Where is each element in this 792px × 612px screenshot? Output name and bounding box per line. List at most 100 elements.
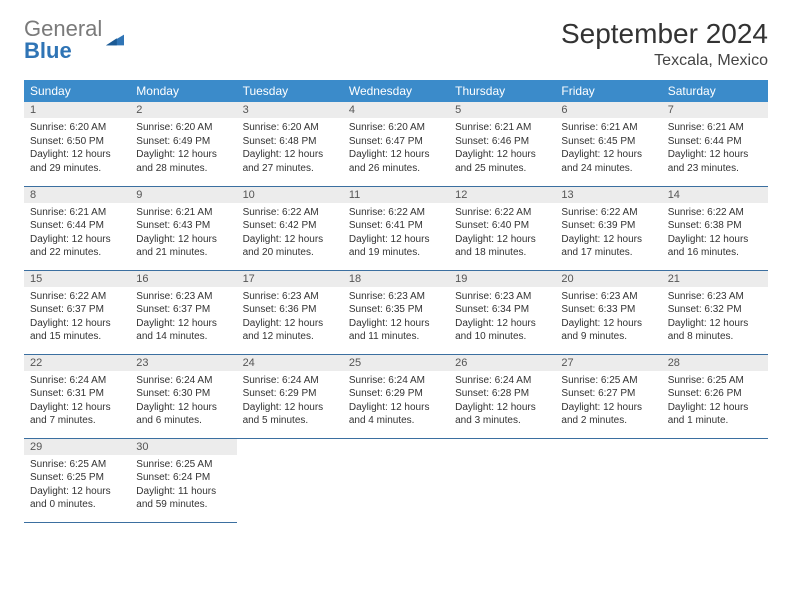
day-details: Sunrise: 6:24 AMSunset: 6:31 PMDaylight:… xyxy=(24,371,130,434)
sunset-text: Sunset: 6:29 PM xyxy=(243,387,337,401)
calendar-cell: 1Sunrise: 6:20 AMSunset: 6:50 PMDaylight… xyxy=(24,102,130,186)
day-details: Sunrise: 6:25 AMSunset: 6:27 PMDaylight:… xyxy=(555,371,661,434)
sunrise-text: Sunrise: 6:23 AM xyxy=(668,290,762,304)
daylight-text: and 59 minutes. xyxy=(136,498,230,512)
calendar-cell: 9Sunrise: 6:21 AMSunset: 6:43 PMDaylight… xyxy=(130,186,236,270)
sunset-text: Sunset: 6:29 PM xyxy=(349,387,443,401)
daylight-text: Daylight: 12 hours xyxy=(668,317,762,331)
day-number: 21 xyxy=(662,271,768,287)
calendar-cell: 21Sunrise: 6:23 AMSunset: 6:32 PMDayligh… xyxy=(662,270,768,354)
day-details: Sunrise: 6:22 AMSunset: 6:39 PMDaylight:… xyxy=(555,203,661,266)
daylight-text: and 20 minutes. xyxy=(243,246,337,260)
calendar-cell: 18Sunrise: 6:23 AMSunset: 6:35 PMDayligh… xyxy=(343,270,449,354)
day-details: Sunrise: 6:23 AMSunset: 6:35 PMDaylight:… xyxy=(343,287,449,350)
sunset-text: Sunset: 6:45 PM xyxy=(561,135,655,149)
day-number: 10 xyxy=(237,187,343,203)
daylight-text: Daylight: 12 hours xyxy=(136,401,230,415)
calendar-cell: 5Sunrise: 6:21 AMSunset: 6:46 PMDaylight… xyxy=(449,102,555,186)
weekday-header: Friday xyxy=(555,80,661,102)
sunrise-text: Sunrise: 6:24 AM xyxy=(349,374,443,388)
sunset-text: Sunset: 6:41 PM xyxy=(349,219,443,233)
day-number: 9 xyxy=(130,187,236,203)
daylight-text: and 6 minutes. xyxy=(136,414,230,428)
sunset-text: Sunset: 6:24 PM xyxy=(136,471,230,485)
day-number: 28 xyxy=(662,355,768,371)
calendar-cell: 11Sunrise: 6:22 AMSunset: 6:41 PMDayligh… xyxy=(343,186,449,270)
day-number: 19 xyxy=(449,271,555,287)
calendar-row: 29Sunrise: 6:25 AMSunset: 6:25 PMDayligh… xyxy=(24,438,768,522)
daylight-text: Daylight: 12 hours xyxy=(561,401,655,415)
sunrise-text: Sunrise: 6:23 AM xyxy=(136,290,230,304)
day-details: Sunrise: 6:20 AMSunset: 6:47 PMDaylight:… xyxy=(343,118,449,181)
sunset-text: Sunset: 6:33 PM xyxy=(561,303,655,317)
day-number: 23 xyxy=(130,355,236,371)
sunset-text: Sunset: 6:50 PM xyxy=(30,135,124,149)
calendar-cell: 19Sunrise: 6:23 AMSunset: 6:34 PMDayligh… xyxy=(449,270,555,354)
sunrise-text: Sunrise: 6:22 AM xyxy=(455,206,549,220)
sunrise-text: Sunrise: 6:25 AM xyxy=(668,374,762,388)
day-number: 11 xyxy=(343,187,449,203)
day-number: 17 xyxy=(237,271,343,287)
daylight-text: and 22 minutes. xyxy=(30,246,124,260)
day-details: Sunrise: 6:24 AMSunset: 6:28 PMDaylight:… xyxy=(449,371,555,434)
day-details: Sunrise: 6:22 AMSunset: 6:41 PMDaylight:… xyxy=(343,203,449,266)
day-details: Sunrise: 6:24 AMSunset: 6:29 PMDaylight:… xyxy=(237,371,343,434)
calendar-cell: 2Sunrise: 6:20 AMSunset: 6:49 PMDaylight… xyxy=(130,102,236,186)
daylight-text: Daylight: 12 hours xyxy=(136,233,230,247)
logo-mark-icon xyxy=(106,32,124,48)
daylight-text: Daylight: 12 hours xyxy=(136,317,230,331)
daylight-text: and 27 minutes. xyxy=(243,162,337,176)
daylight-text: Daylight: 11 hours xyxy=(136,485,230,499)
daylight-text: Daylight: 12 hours xyxy=(561,233,655,247)
daylight-text: Daylight: 12 hours xyxy=(243,317,337,331)
calendar-row: 1Sunrise: 6:20 AMSunset: 6:50 PMDaylight… xyxy=(24,102,768,186)
calendar-cell: 7Sunrise: 6:21 AMSunset: 6:44 PMDaylight… xyxy=(662,102,768,186)
daylight-text: and 28 minutes. xyxy=(136,162,230,176)
weekday-header: Wednesday xyxy=(343,80,449,102)
calendar-cell: 22Sunrise: 6:24 AMSunset: 6:31 PMDayligh… xyxy=(24,354,130,438)
daylight-text: Daylight: 12 hours xyxy=(30,485,124,499)
sunrise-text: Sunrise: 6:23 AM xyxy=(243,290,337,304)
daylight-text: and 17 minutes. xyxy=(561,246,655,260)
daylight-text: and 19 minutes. xyxy=(349,246,443,260)
day-number: 16 xyxy=(130,271,236,287)
weekday-header: Saturday xyxy=(662,80,768,102)
calendar-cell xyxy=(343,438,449,522)
day-details: Sunrise: 6:21 AMSunset: 6:46 PMDaylight:… xyxy=(449,118,555,181)
sunrise-text: Sunrise: 6:25 AM xyxy=(30,458,124,472)
daylight-text: Daylight: 12 hours xyxy=(243,148,337,162)
title-block: September 2024 Texcala, Mexico xyxy=(561,18,768,70)
calendar-cell: 10Sunrise: 6:22 AMSunset: 6:42 PMDayligh… xyxy=(237,186,343,270)
daylight-text: and 10 minutes. xyxy=(455,330,549,344)
day-number: 7 xyxy=(662,102,768,118)
logo-word2: Blue xyxy=(24,38,72,63)
day-number: 20 xyxy=(555,271,661,287)
daylight-text: and 18 minutes. xyxy=(455,246,549,260)
sunrise-text: Sunrise: 6:21 AM xyxy=(668,121,762,135)
calendar-cell xyxy=(662,438,768,522)
sunset-text: Sunset: 6:47 PM xyxy=(349,135,443,149)
daylight-text: and 24 minutes. xyxy=(561,162,655,176)
daylight-text: Daylight: 12 hours xyxy=(136,148,230,162)
day-number: 1 xyxy=(24,102,130,118)
day-details: Sunrise: 6:23 AMSunset: 6:33 PMDaylight:… xyxy=(555,287,661,350)
day-number: 15 xyxy=(24,271,130,287)
weekday-header: Sunday xyxy=(24,80,130,102)
day-number: 24 xyxy=(237,355,343,371)
day-number: 30 xyxy=(130,439,236,455)
calendar-cell xyxy=(237,438,343,522)
daylight-text: and 9 minutes. xyxy=(561,330,655,344)
daylight-text: Daylight: 12 hours xyxy=(30,317,124,331)
daylight-text: and 14 minutes. xyxy=(136,330,230,344)
day-number: 29 xyxy=(24,439,130,455)
day-details: Sunrise: 6:23 AMSunset: 6:34 PMDaylight:… xyxy=(449,287,555,350)
day-number: 3 xyxy=(237,102,343,118)
calendar-cell: 15Sunrise: 6:22 AMSunset: 6:37 PMDayligh… xyxy=(24,270,130,354)
calendar-cell: 27Sunrise: 6:25 AMSunset: 6:27 PMDayligh… xyxy=(555,354,661,438)
calendar-cell: 6Sunrise: 6:21 AMSunset: 6:45 PMDaylight… xyxy=(555,102,661,186)
header: General Blue September 2024 Texcala, Mex… xyxy=(24,18,768,70)
calendar-cell: 28Sunrise: 6:25 AMSunset: 6:26 PMDayligh… xyxy=(662,354,768,438)
daylight-text: and 16 minutes. xyxy=(668,246,762,260)
day-number: 27 xyxy=(555,355,661,371)
calendar-cell: 4Sunrise: 6:20 AMSunset: 6:47 PMDaylight… xyxy=(343,102,449,186)
